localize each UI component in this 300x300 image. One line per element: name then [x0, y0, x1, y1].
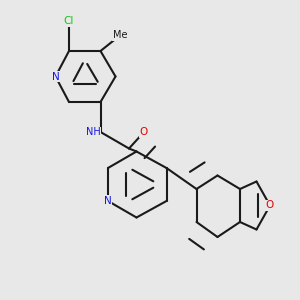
Text: Cl: Cl	[64, 16, 74, 26]
Text: O: O	[266, 200, 274, 211]
Text: N: N	[52, 71, 59, 82]
Text: O: O	[140, 127, 148, 137]
Text: N: N	[104, 196, 112, 206]
Text: Me: Me	[113, 30, 127, 40]
Text: NH: NH	[86, 127, 101, 137]
